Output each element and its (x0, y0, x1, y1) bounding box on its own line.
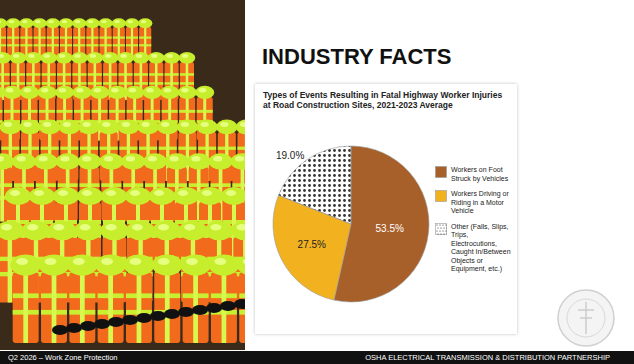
html-text:Types of Events Resulting in F: Types of Events Resulting in Fatal Highw… (263, 90, 503, 110)
html-text:INDUSTRY FACTS: INDUSTRY FACTS (262, 44, 452, 69)
html-text:Workers Driving or Riding in a: Workers Driving or Riding in a Motor Veh… (451, 190, 509, 214)
html-text:Other (Falls, Slips, Trips, El: Other (Falls, Slips, Trips, Electrocutio… (451, 222, 511, 272)
html-text:Q2 2026 – Work Zone Protection: Q2 2026 – Work Zone Protection (8, 353, 118, 362)
svg-text:19.0%: 19.0% (276, 150, 304, 161)
svg-text:27.5%: 27.5% (298, 239, 326, 250)
html-text:OSHA ELECTRICAL TRANSMISSION &: OSHA ELECTRICAL TRANSMISSION & DISTRIBUT… (365, 353, 610, 362)
html-text:Workers on Foot Struck by Vehi: Workers on Foot Struck by Vehicles (451, 166, 509, 182)
svg-text:53.5%: 53.5% (376, 223, 404, 234)
